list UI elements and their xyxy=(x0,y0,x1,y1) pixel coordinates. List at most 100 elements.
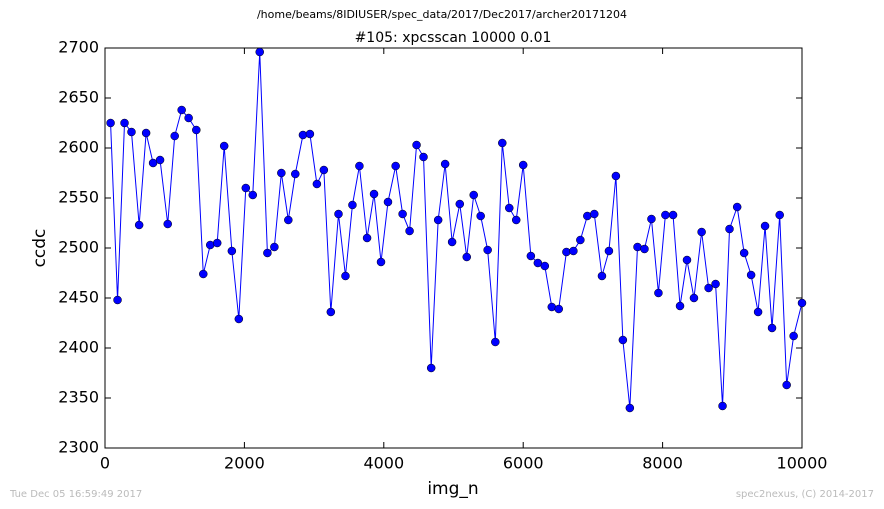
data-point xyxy=(711,279,720,289)
data-point xyxy=(398,209,407,219)
data-point xyxy=(312,179,322,189)
data-point xyxy=(746,270,756,280)
data-point xyxy=(647,214,656,224)
data-point xyxy=(654,288,663,298)
data-point xyxy=(255,47,264,57)
data-point xyxy=(447,237,457,247)
data-point xyxy=(491,337,500,347)
y-tick-label: 2650 xyxy=(58,88,99,107)
data-point xyxy=(668,210,678,220)
data-point xyxy=(518,160,528,170)
x-tick-label: 2000 xyxy=(224,454,265,473)
data-point xyxy=(455,199,465,209)
data-point xyxy=(412,140,421,150)
data-point xyxy=(127,127,136,137)
data-point xyxy=(590,209,599,219)
data-point xyxy=(597,271,607,281)
data-point xyxy=(334,209,343,219)
data-point xyxy=(775,210,784,220)
x-tick-label: 6000 xyxy=(503,454,544,473)
data-point xyxy=(767,323,777,333)
data-point xyxy=(697,227,706,237)
data-point xyxy=(661,210,670,220)
data-point xyxy=(625,403,635,413)
data-point xyxy=(134,220,144,230)
data-point xyxy=(576,235,585,245)
data-point xyxy=(391,161,400,171)
chart-subtitle: #105: xpcsscan 10000 0.01 xyxy=(355,30,552,46)
data-point xyxy=(348,200,357,210)
data-point xyxy=(277,168,286,178)
data-point xyxy=(483,245,492,255)
data-point xyxy=(383,197,393,207)
data-point xyxy=(554,304,563,314)
data-point xyxy=(689,293,699,303)
data-point xyxy=(106,118,115,128)
data-point xyxy=(789,331,798,341)
y-tick-label: 2400 xyxy=(58,338,99,357)
data-point xyxy=(469,190,478,200)
data-point xyxy=(718,401,727,411)
data-point xyxy=(675,301,685,311)
data-point xyxy=(234,314,244,324)
data-point xyxy=(511,215,521,225)
x-tick-label: 8000 xyxy=(642,454,683,473)
data-point xyxy=(298,130,308,140)
data-point xyxy=(241,183,251,193)
y-tick-label: 2700 xyxy=(58,38,99,57)
x-axis-label: img_n xyxy=(427,479,478,499)
data-point xyxy=(113,295,122,305)
data-line xyxy=(110,51,803,409)
data-point xyxy=(498,138,507,148)
data-point xyxy=(141,128,151,138)
y-tick-label: 2500 xyxy=(58,238,99,257)
x-tick-label: 0 xyxy=(100,454,110,473)
x-tick-label: 10000 xyxy=(777,454,828,473)
y-tick-label: 2350 xyxy=(58,388,99,407)
data-point xyxy=(362,233,372,243)
footer-left: Tue Dec 05 16:59:49 2017 xyxy=(9,489,142,500)
data-point xyxy=(219,141,229,151)
data-point xyxy=(797,298,807,308)
data-point xyxy=(355,161,364,171)
y-tick-label: 2300 xyxy=(58,438,99,457)
data-point xyxy=(291,169,300,179)
data-point xyxy=(155,155,165,165)
data-point xyxy=(192,125,201,135)
data-point xyxy=(248,190,258,200)
data-point xyxy=(440,159,450,169)
data-point xyxy=(284,215,293,225)
y-tick-label: 2600 xyxy=(58,138,99,157)
data-point xyxy=(739,248,749,258)
data-point xyxy=(753,307,763,317)
x-tick-label: 4000 xyxy=(363,454,404,473)
y-tick-label: 2450 xyxy=(58,288,99,307)
data-point xyxy=(476,211,485,221)
data-point xyxy=(611,171,621,181)
data-point xyxy=(782,380,791,390)
data-point xyxy=(604,246,614,256)
data-point xyxy=(682,255,692,265)
data-point xyxy=(369,189,379,199)
data-point xyxy=(270,242,279,252)
data-point xyxy=(263,248,272,258)
data-point xyxy=(319,165,329,175)
data-point xyxy=(433,215,443,225)
data-point xyxy=(704,283,713,293)
data-point xyxy=(376,257,386,267)
y-axis-label: ccdc xyxy=(30,229,50,268)
y-tick-label: 2550 xyxy=(58,188,99,207)
data-point xyxy=(326,307,336,317)
data-point xyxy=(505,203,514,213)
data-point xyxy=(725,224,734,234)
data-point xyxy=(405,226,414,236)
data-point xyxy=(419,152,428,162)
data-point xyxy=(462,252,471,262)
data-point xyxy=(618,335,628,345)
data-point xyxy=(760,221,770,231)
data-point xyxy=(732,202,742,212)
data-point xyxy=(177,105,186,115)
data-point xyxy=(562,247,571,257)
data-point xyxy=(212,238,222,248)
